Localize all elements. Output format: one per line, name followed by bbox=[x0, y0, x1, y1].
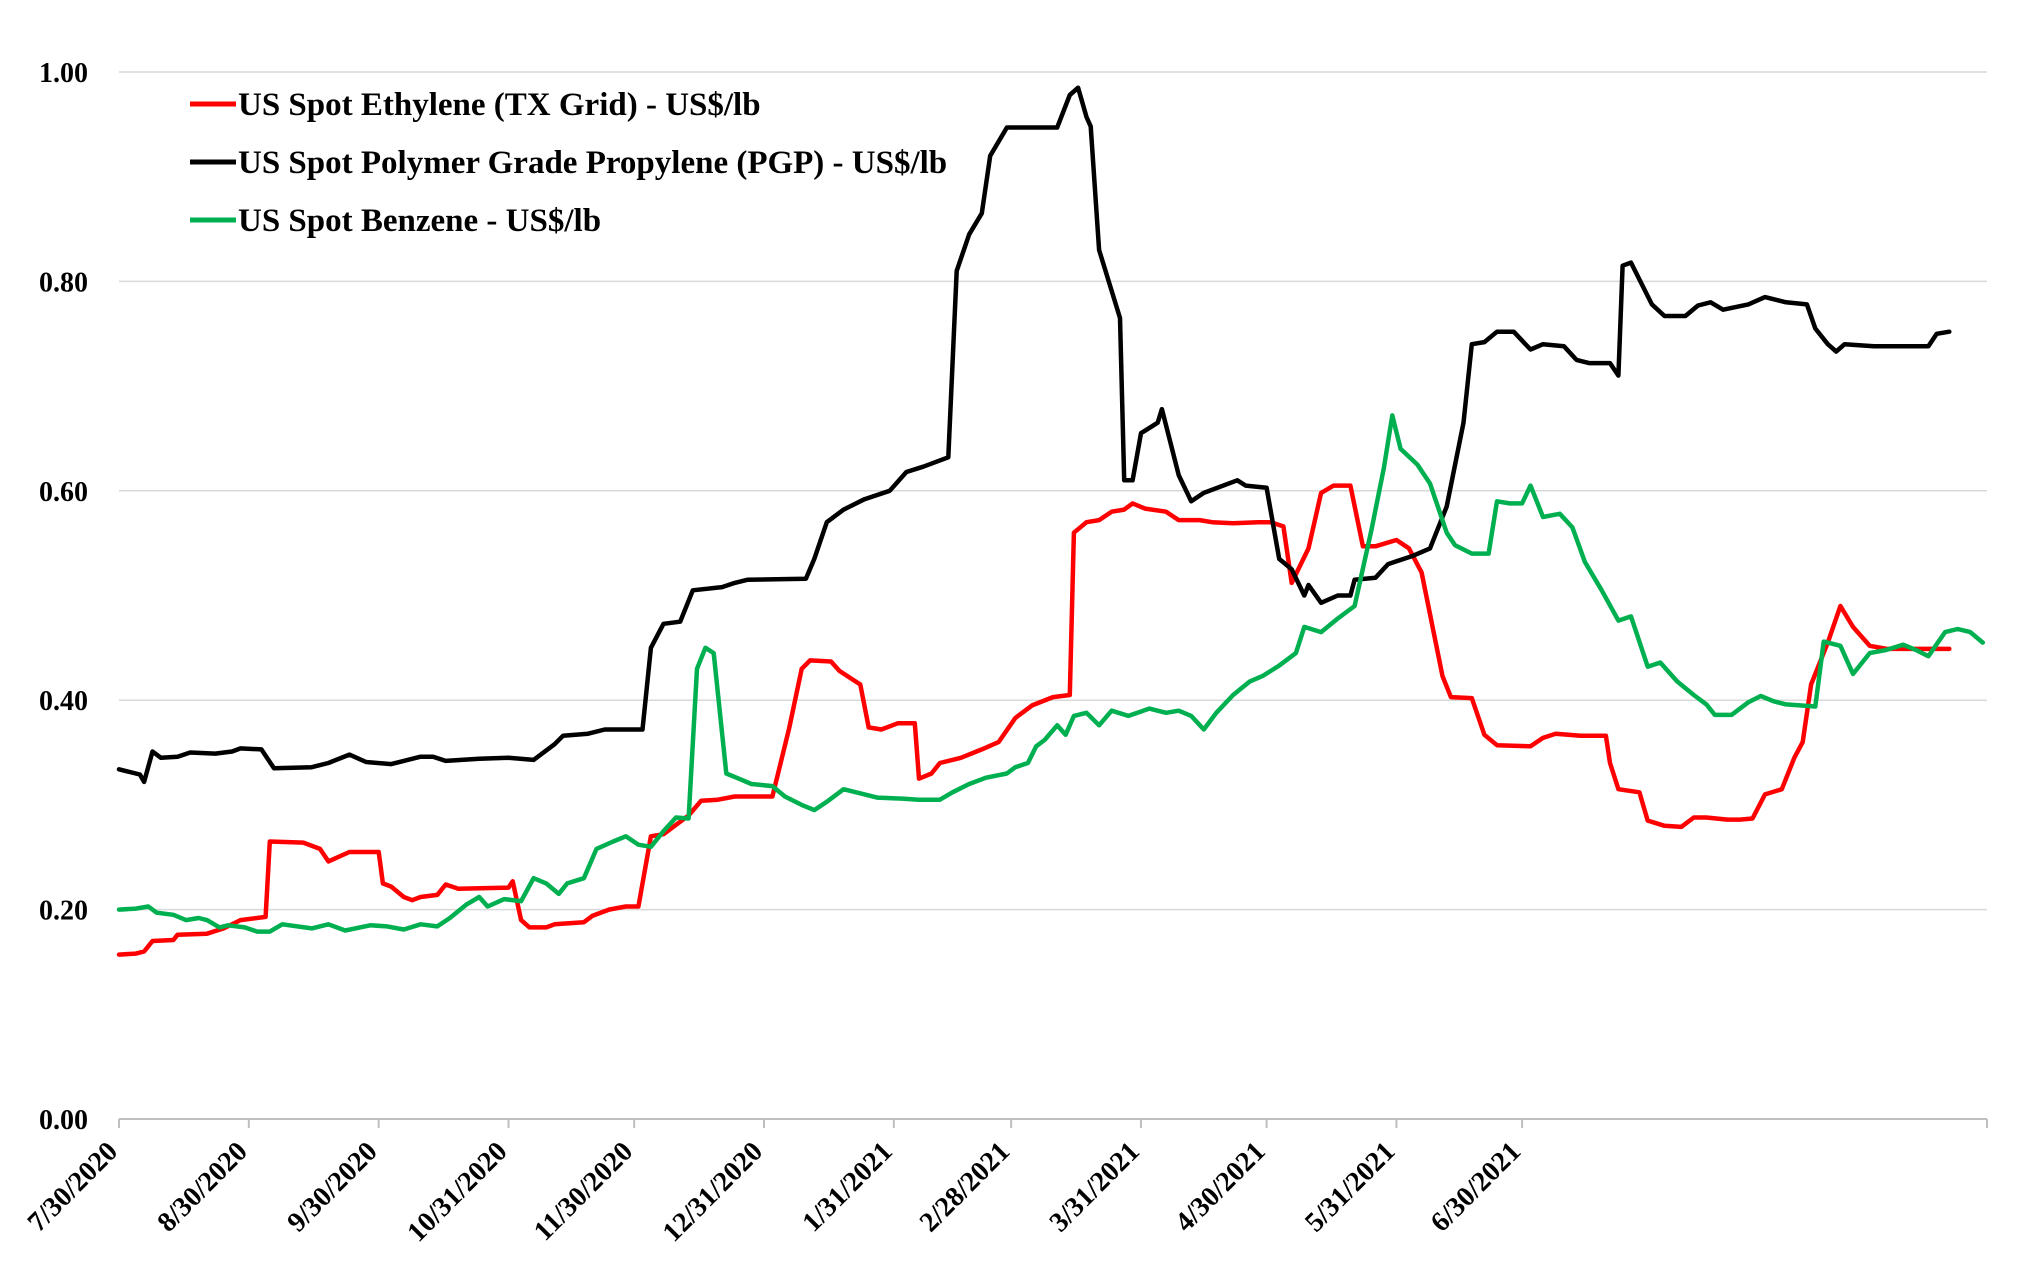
x-tick-label: 12/31/2020 bbox=[657, 1136, 769, 1248]
x-tick-label: 9/30/2020 bbox=[281, 1136, 383, 1238]
y-tick-label: 0.80 bbox=[39, 267, 88, 298]
x-tick-label: 8/30/2020 bbox=[152, 1136, 254, 1238]
y-tick-label: 0.00 bbox=[39, 1105, 88, 1136]
x-tick-label: 10/31/2020 bbox=[401, 1136, 513, 1248]
series-line-2 bbox=[116, 85, 1952, 785]
y-tick-label: 0.20 bbox=[39, 896, 88, 927]
x-tick-label: 7/30/2020 bbox=[22, 1136, 124, 1238]
x-tick-label: 6/30/2021 bbox=[1425, 1136, 1527, 1238]
x-tick-label: 4/30/2021 bbox=[1169, 1136, 1271, 1238]
legend-label: US Spot Polymer Grade Propylene (PGP) - … bbox=[238, 145, 947, 181]
legend-label: US Spot Ethylene (TX Grid) - US$/lb bbox=[238, 87, 761, 123]
y-tick-label: 1.00 bbox=[39, 58, 88, 89]
series-line-1 bbox=[116, 483, 1952, 957]
x-tick-label: 1/31/2021 bbox=[797, 1136, 899, 1238]
series-line-3 bbox=[116, 413, 1986, 934]
x-tick-label: 5/31/2021 bbox=[1299, 1136, 1401, 1238]
y-axis-tick-labels: 0.00 0.20 0.40 0.60 0.80 1.00 bbox=[39, 58, 88, 1136]
y-gridlines bbox=[119, 71, 1987, 911]
legend: US Spot Ethylene (TX Grid) - US$/lb US Sp… bbox=[190, 87, 947, 239]
y-tick-label: 0.60 bbox=[39, 477, 88, 508]
x-tick-label: 3/31/2021 bbox=[1044, 1136, 1146, 1238]
x-tick-label: 11/30/2020 bbox=[528, 1136, 639, 1247]
x-tick-label: 2/28/2021 bbox=[914, 1136, 1016, 1238]
series-lines bbox=[116, 85, 1986, 957]
y-tick-label: 0.40 bbox=[39, 686, 88, 717]
x-axis-ticks: 7/30/2020 8/30/2020 9/30/2020 10/31/2020 11/… bbox=[22, 1119, 1988, 1248]
legend-label: US Spot Benzene - US$/lb bbox=[238, 203, 601, 239]
